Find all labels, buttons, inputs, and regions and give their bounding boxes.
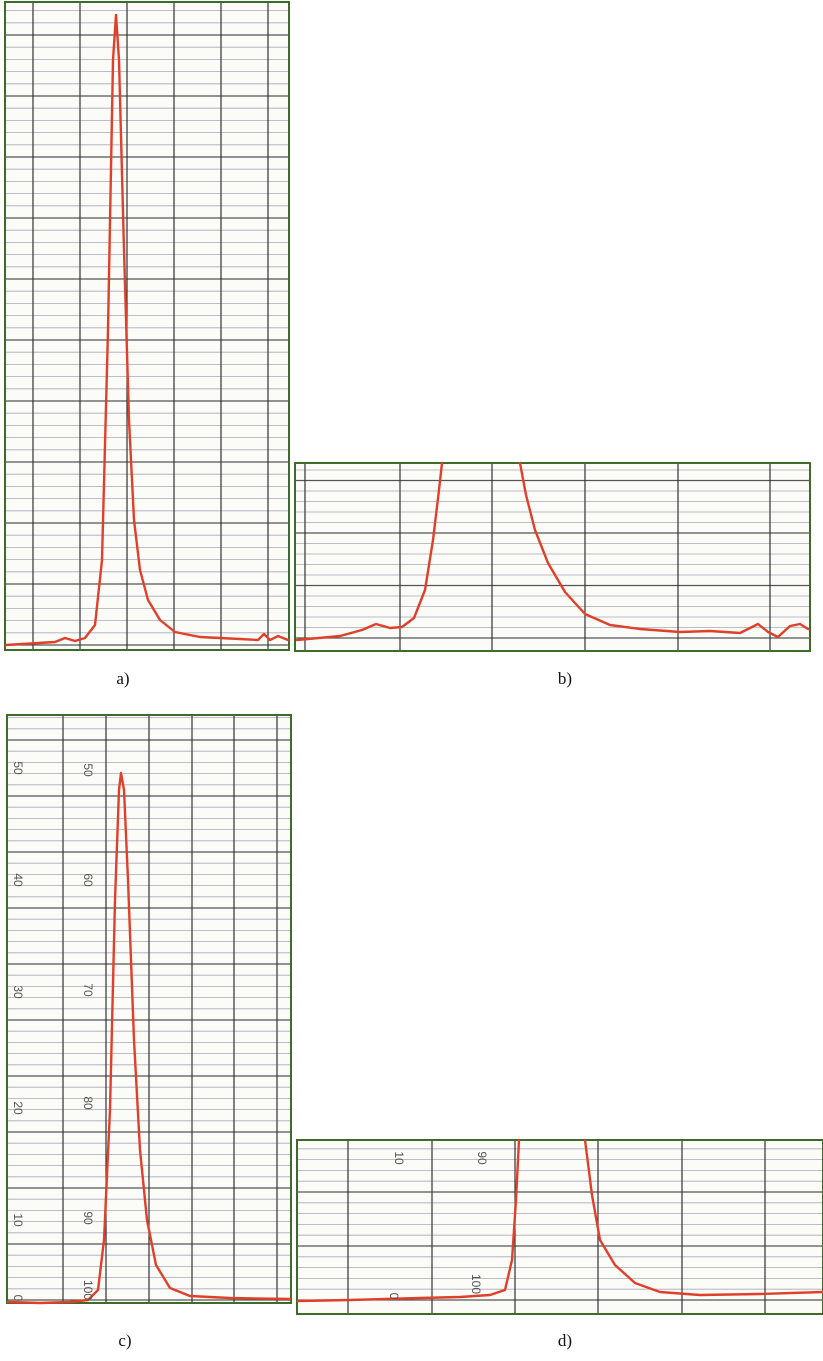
panel-frame [294,462,811,652]
caption: c) [118,1331,131,1350]
caption: b) [558,669,572,688]
scale-number: 40 [11,873,25,887]
scale-number: 0 [387,1293,401,1300]
scale-number: 20 [11,1101,25,1115]
trace-a [4,13,290,647]
trace-d [296,1138,823,1303]
scale-number: 50 [81,763,95,777]
trace-c [6,771,292,1305]
grids [4,1,823,1315]
scale-number: 0 [11,1295,25,1302]
scale-number: 90 [475,1151,489,1165]
scale-number: 70 [81,983,95,997]
scale-number: 90 [81,1211,95,1225]
scale-number: 10 [392,1151,406,1165]
scale-number: 10 [11,1213,25,1227]
scale-number: 100 [81,1280,95,1300]
caption: a) [116,669,129,688]
scale-number: 30 [11,985,25,999]
scale-number: 60 [81,873,95,887]
scale-number: 100 [469,1274,483,1294]
scale-number: 50 [11,761,25,775]
panel-frame [4,1,290,651]
panel-frame [296,1139,823,1315]
trace-b [295,461,810,642]
caption: d) [558,1331,572,1350]
scale-number: 80 [81,1096,95,1110]
